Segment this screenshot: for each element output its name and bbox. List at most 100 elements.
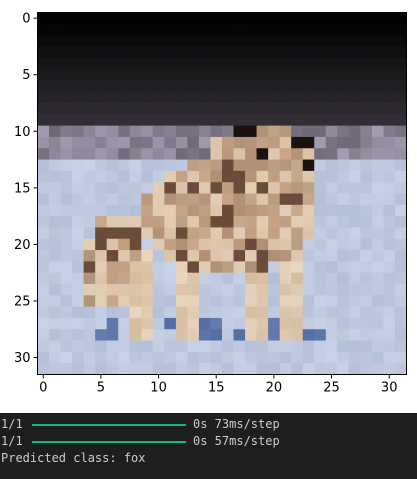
image-pixel <box>233 57 246 70</box>
image-pixel <box>302 329 315 341</box>
image-pixel <box>314 136 327 149</box>
image-pixel <box>348 317 361 330</box>
image-pixel <box>256 91 269 104</box>
image-pixel <box>268 57 281 70</box>
y-tick-label: 25 <box>14 294 31 309</box>
image-pixel <box>371 159 384 172</box>
image-pixel <box>222 103 234 115</box>
image-pixel <box>233 91 246 104</box>
axes-frame <box>37 12 407 375</box>
image-pixel <box>302 363 315 375</box>
image-pixel <box>360 284 373 296</box>
image-pixel <box>198 114 211 127</box>
image-pixel <box>360 227 373 240</box>
image-pixel <box>175 272 188 285</box>
image-pixel <box>49 69 61 81</box>
image-pixel <box>394 193 407 206</box>
image-pixel <box>245 250 257 262</box>
image-pixel <box>187 204 200 217</box>
image-pixel <box>279 261 292 274</box>
image-pixel <box>245 46 257 59</box>
image-pixel <box>49 295 61 308</box>
image-pixel <box>233 216 246 228</box>
image-pixel <box>325 317 338 330</box>
image-pixel <box>383 306 396 319</box>
image-pixel <box>210 159 223 172</box>
image-pixel <box>337 284 350 296</box>
image-pixel <box>383 125 396 138</box>
image-pixel <box>233 159 246 172</box>
image-pixel <box>245 193 257 206</box>
image-pixel <box>152 261 165 274</box>
image-pixel <box>106 295 119 308</box>
image-pixel <box>302 193 315 206</box>
image-pixel <box>187 351 200 364</box>
image-pixel <box>164 250 177 262</box>
image-pixel <box>49 23 61 36</box>
image-pixel <box>302 103 315 115</box>
image-pixel <box>279 272 292 285</box>
image-pixel <box>141 114 154 127</box>
image-pixel <box>37 114 50 127</box>
image-pixel <box>210 272 223 285</box>
image-pixel <box>394 57 407 70</box>
image-pixel <box>245 340 257 353</box>
image-pixel <box>49 363 61 375</box>
image-pixel <box>210 193 223 206</box>
image-pixel <box>245 284 257 296</box>
image-pixel <box>210 204 223 217</box>
image-pixel <box>60 227 73 240</box>
y-tick-label: 0 <box>22 12 30 27</box>
image-pixel <box>72 57 85 70</box>
image-pixel <box>348 250 361 262</box>
image-pixel <box>106 114 119 127</box>
image-pixel <box>268 103 281 115</box>
image-pixel <box>83 317 96 330</box>
image-pixel <box>360 159 373 172</box>
image-pixel <box>37 148 50 160</box>
image-pixel <box>210 69 223 81</box>
image-pixel <box>233 136 246 149</box>
image-pixel <box>152 204 165 217</box>
image-pixel <box>83 114 96 127</box>
image-pixel <box>279 46 292 59</box>
image-pixel <box>233 148 246 160</box>
image-pixel <box>129 103 142 115</box>
image-pixel <box>141 23 154 36</box>
image-pixel <box>268 363 281 375</box>
image-pixel <box>233 329 246 341</box>
image-pixel <box>141 193 154 206</box>
image-pixel <box>187 295 200 308</box>
image-pixel <box>95 227 108 240</box>
image-pixel <box>371 317 384 330</box>
image-pixel <box>360 57 373 70</box>
image-pixel <box>371 182 384 194</box>
image-pixel <box>83 295 96 308</box>
image-pixel <box>302 91 315 104</box>
image-pixel <box>141 182 154 194</box>
image-pixel <box>337 295 350 308</box>
image-pixel <box>141 317 154 330</box>
image-pixel <box>60 80 73 93</box>
image-pixel <box>256 114 269 127</box>
image-pixel <box>337 159 350 172</box>
image-pixel <box>129 306 142 319</box>
image-pixel <box>245 103 257 115</box>
image-pixel <box>394 306 407 319</box>
image-pixel <box>314 193 327 206</box>
image-pixel <box>210 35 223 47</box>
image-pixel <box>152 340 165 353</box>
image-pixel <box>118 317 131 330</box>
image-pixel <box>175 69 188 81</box>
image-pixel <box>141 272 154 285</box>
image-pixel <box>37 250 50 262</box>
image-pixel <box>164 23 177 36</box>
image-pixel <box>37 182 50 194</box>
image-pixel <box>360 91 373 104</box>
image-pixel <box>268 136 281 149</box>
image-pixel <box>233 35 246 47</box>
image-pixel <box>394 159 407 172</box>
image-pixel <box>152 216 165 228</box>
image-pixel <box>245 216 257 228</box>
image-pixel <box>175 295 188 308</box>
